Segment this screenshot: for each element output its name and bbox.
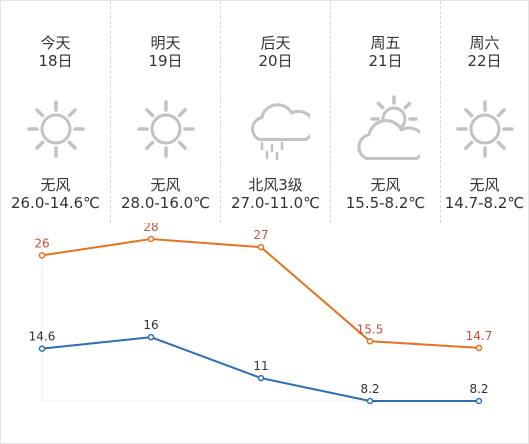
x-tick-label: 21日 bbox=[358, 406, 383, 419]
low-temp-data-label: 11 bbox=[253, 359, 268, 373]
day-date: 22日 bbox=[467, 52, 502, 70]
forecast-days: 今天 18日 无风 26.0-14.6℃ 明天 19日 无风 28.0-16.0… bbox=[1, 1, 528, 223]
sun-icon bbox=[26, 100, 85, 158]
low-temp-point bbox=[366, 397, 374, 405]
sun-icon bbox=[136, 100, 195, 158]
day-temp-range: 14.7-8.2℃ bbox=[444, 194, 525, 212]
day-card: 周六 22日 无风 14.7-8.2℃ bbox=[441, 1, 528, 223]
partly-cloudy-icon bbox=[356, 95, 420, 160]
day-wind: 北风3级 bbox=[248, 176, 303, 194]
high-temp-data-label: 27 bbox=[253, 228, 268, 242]
day-date: 20日 bbox=[258, 52, 293, 70]
day-wind: 无风 bbox=[469, 176, 500, 194]
sun-shape bbox=[136, 100, 195, 158]
x-tick-label: 19日 bbox=[139, 406, 164, 419]
day-date: 18日 bbox=[38, 52, 73, 70]
low-temp-data-label: 16 bbox=[143, 318, 158, 332]
low-temp-data-label: 14.6 bbox=[29, 330, 56, 344]
high-temp-point bbox=[475, 344, 483, 352]
day-wind: 无风 bbox=[40, 176, 71, 194]
day-name: 明天 bbox=[150, 34, 181, 52]
high-temp-data-label: 14.7 bbox=[466, 329, 493, 343]
rain-cloud-icon bbox=[250, 103, 310, 161]
day-card: 今天 18日 无风 26.0-14.6℃ bbox=[1, 1, 111, 223]
low-temp-point bbox=[38, 345, 46, 352]
high-temp-data-label: 28 bbox=[143, 223, 158, 234]
low-temp-point bbox=[147, 333, 155, 341]
high-temp-data-label: 15.5 bbox=[357, 322, 384, 336]
high-temp-line bbox=[41, 237, 480, 349]
day-name: 周六 bbox=[469, 34, 500, 52]
high-temp-point bbox=[257, 243, 265, 251]
low-temp-point bbox=[257, 374, 265, 382]
day-date: 19日 bbox=[148, 52, 183, 70]
high-temp-point bbox=[147, 235, 155, 243]
cloud-shape bbox=[356, 119, 420, 160]
temperature-line-chart: 26 28 27 15.5 14.7 14.6 16 11 8.2 8.2 18日 19日 20日 21日… bbox=[29, 223, 493, 419]
x-tick-label: 22日 bbox=[467, 406, 492, 419]
x-tick-label: 20日 bbox=[249, 406, 274, 419]
high-temp-data-label: 26 bbox=[34, 236, 49, 250]
day-card: 明天 19日 无风 28.0-16.0℃ bbox=[111, 1, 221, 223]
day-wind: 无风 bbox=[150, 176, 181, 194]
day-card: 后天 20日 北风3级 27.0-11.0℃ bbox=[221, 1, 331, 223]
day-temp-range: 26.0-14.6℃ bbox=[10, 194, 101, 212]
low-temp-data-label: 8.2 bbox=[469, 382, 488, 396]
high-temp-point bbox=[38, 252, 46, 259]
day-name: 周五 bbox=[370, 34, 401, 52]
low-temp-data-label: 8.2 bbox=[360, 382, 379, 396]
sun-shape bbox=[455, 100, 514, 158]
high-temp-point bbox=[366, 338, 374, 345]
day-date: 21日 bbox=[368, 52, 403, 70]
day-name: 后天 bbox=[260, 34, 291, 52]
low-temp-point bbox=[475, 397, 483, 405]
sun-icon bbox=[455, 100, 514, 158]
day-temp-range: 15.5-8.2℃ bbox=[345, 194, 426, 212]
sun-shape bbox=[26, 100, 85, 158]
day-temp-range: 28.0-16.0℃ bbox=[120, 194, 211, 212]
cloud-shape bbox=[250, 103, 310, 141]
day-name: 今天 bbox=[40, 34, 71, 52]
day-wind: 无风 bbox=[370, 176, 401, 194]
day-temp-range: 27.0-11.0℃ bbox=[230, 194, 321, 212]
x-tick-label: 18日 bbox=[30, 406, 55, 419]
day-card: 周五 21日 无风 15.5-8.2℃ bbox=[331, 1, 441, 223]
